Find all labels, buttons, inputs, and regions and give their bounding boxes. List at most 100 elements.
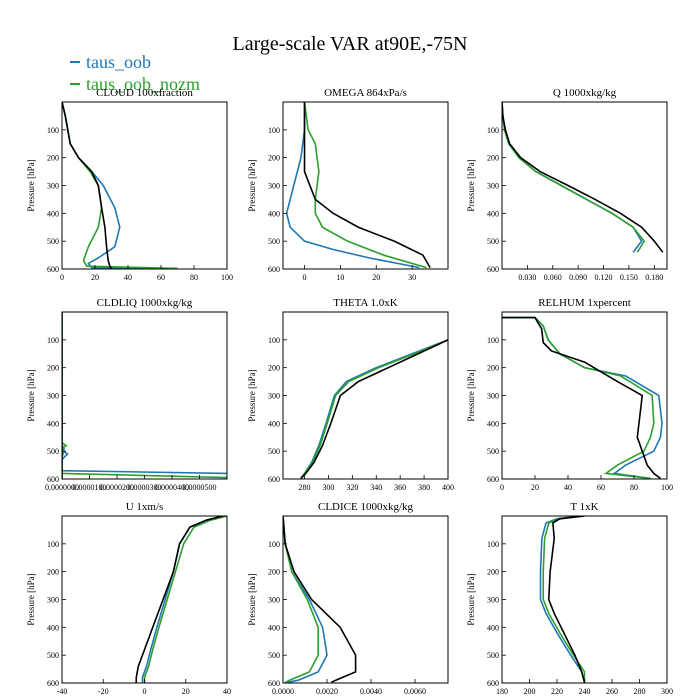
panel-title: CLOUD 100xfraction [96, 87, 193, 99]
x-tick-label: 280 [634, 687, 646, 696]
x-tick-label: 20 [91, 273, 99, 282]
y-tick-label: 100 [47, 336, 59, 345]
x-tick-label: 80 [190, 273, 198, 282]
y-axis-label: Pressure [hPa] [466, 573, 476, 625]
y-tick-label: 600 [47, 265, 59, 274]
y-tick-label: 100 [47, 540, 59, 549]
x-tick-label: 0.060 [544, 273, 562, 282]
y-tick-label: 300 [487, 596, 499, 605]
y-tick-label: 400 [487, 623, 499, 632]
panel-frame [501, 515, 668, 684]
x-tick-label: 0 [143, 687, 147, 696]
x-tick-label: 320 [346, 483, 358, 492]
x-tick-label: 0.090 [569, 273, 587, 282]
y-tick-label: 100 [268, 540, 280, 549]
y-tick-label: 500 [268, 237, 280, 246]
y-tick-label: 300 [268, 596, 280, 605]
series-line [502, 102, 643, 253]
y-tick-label: 600 [487, 679, 499, 688]
series-line [502, 102, 664, 253]
y-tick-label: 200 [487, 154, 499, 163]
y-tick-label: 500 [487, 237, 499, 246]
x-tick-label: 340 [370, 483, 382, 492]
y-tick-label: 300 [47, 596, 59, 605]
panel-title: THETA 1.0xK [333, 297, 398, 309]
x-tick-label: 0 [303, 273, 307, 282]
y-axis-label: Pressure [hPa] [26, 369, 36, 421]
panel-title: U 1xm/s [126, 501, 164, 513]
panel: OMEGA 864xPa/s 100 200 300 400 500 600 0 10 20 30 P… [247, 87, 449, 282]
y-tick-label: 400 [47, 623, 59, 632]
series-line [62, 312, 227, 479]
x-tick-label: 0.0000400 [155, 483, 189, 492]
x-tick-label: 300 [322, 483, 334, 492]
panel-frame [61, 101, 228, 270]
y-tick-label: 300 [47, 182, 59, 191]
x-tick-label: 240 [579, 687, 591, 696]
series-line [502, 102, 646, 253]
series-line [502, 316, 655, 479]
x-tick-label: 260 [606, 687, 618, 696]
series-line [283, 516, 328, 683]
x-tick-label: 40 [223, 687, 231, 696]
y-axis-label: Pressure [hPa] [26, 573, 36, 625]
x-tick-label: 400 [442, 483, 454, 492]
y-tick-label: 600 [47, 475, 59, 484]
x-tick-label: 20 [182, 687, 190, 696]
x-tick-label: 220 [551, 687, 563, 696]
x-tick-label: 100 [221, 273, 233, 282]
series-line [300, 339, 448, 479]
y-tick-label: 400 [487, 419, 499, 428]
y-tick-label: 600 [487, 475, 499, 484]
x-tick-label: 0.0060 [404, 687, 426, 696]
series-line [303, 102, 427, 269]
x-tick-label: 30 [408, 273, 416, 282]
y-tick-label: 200 [268, 568, 280, 577]
series-line [135, 516, 224, 683]
y-tick-label: 400 [487, 209, 499, 218]
panel: CLDICE 1000xkg/kg 100 200 300 400 500 6000.000… [247, 501, 449, 696]
series-line [303, 102, 431, 269]
y-tick-label: 500 [47, 237, 59, 246]
panel-title: OMEGA 864xPa/s [324, 87, 407, 99]
x-tick-label: 200 [524, 687, 536, 696]
y-tick-label: 100 [487, 540, 499, 549]
y-axis-label: Pressure [hPa] [26, 159, 36, 211]
y-tick-label: 200 [47, 364, 59, 373]
x-tick-label: 0.0020 [316, 687, 338, 696]
y-tick-label: 200 [47, 568, 59, 577]
y-axis-label: Pressure [hPa] [466, 369, 476, 421]
y-tick-label: 600 [487, 265, 499, 274]
x-tick-label: 20 [372, 273, 380, 282]
series-line [300, 339, 448, 479]
y-tick-label: 500 [47, 651, 59, 660]
series-line [283, 516, 320, 683]
series-line [141, 516, 224, 683]
y-tick-label: 600 [268, 679, 280, 688]
y-axis-label: Pressure [hPa] [247, 573, 257, 625]
x-tick-label: 60 [597, 483, 605, 492]
x-tick-label: 380 [418, 483, 430, 492]
panel-title: CLDLIQ 1000xkg/kg [97, 297, 193, 309]
series-line [283, 516, 357, 683]
y-axis-label: Pressure [hPa] [247, 159, 257, 211]
y-tick-label: 100 [268, 126, 280, 135]
y-tick-label: 500 [47, 447, 59, 456]
series-line [300, 339, 448, 479]
y-tick-label: 300 [268, 182, 280, 191]
x-tick-label: 40 [124, 273, 132, 282]
y-tick-label: 400 [47, 419, 59, 428]
y-tick-label: 500 [268, 651, 280, 660]
y-tick-label: 200 [268, 154, 280, 163]
x-tick-label: 0.150 [620, 273, 638, 282]
y-tick-label: 600 [268, 265, 280, 274]
y-axis-label: Pressure [hPa] [247, 369, 257, 421]
panel: U 1xm/s 100 200 300 400 500 600-40 -20 0 20 40 Pres… [26, 501, 231, 696]
panel-title: T 1xK [570, 501, 598, 513]
series-line [502, 316, 661, 479]
